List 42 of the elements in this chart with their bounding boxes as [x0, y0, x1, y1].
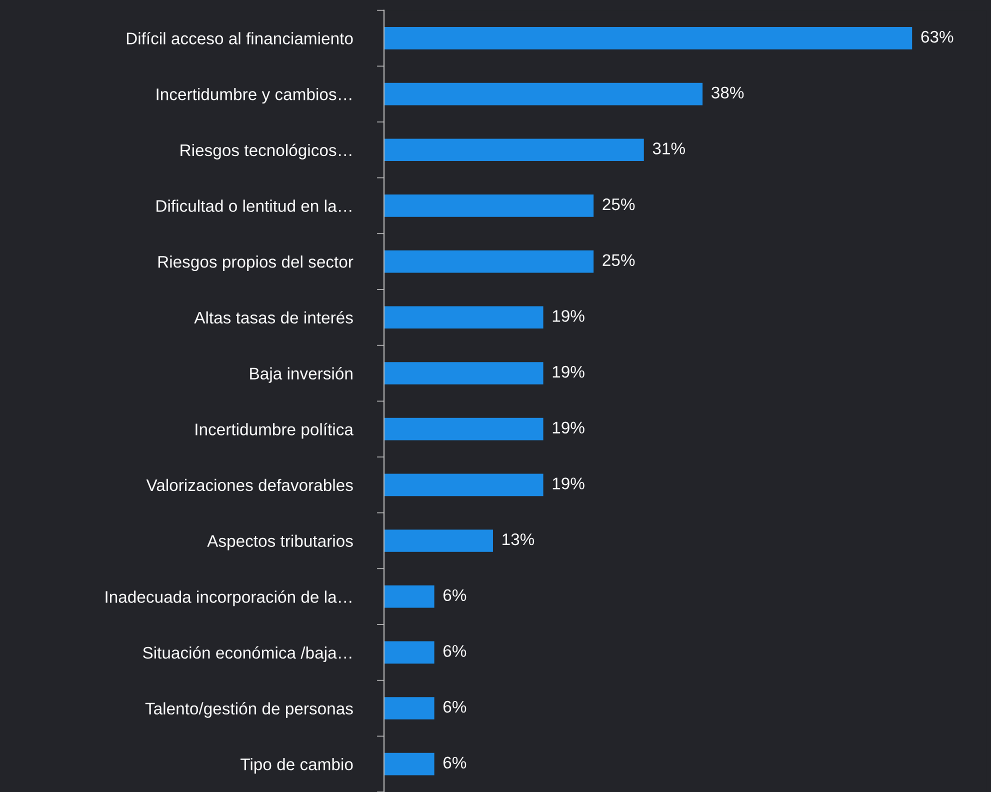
y-tick-label: Talento/gestión de personas [145, 702, 353, 718]
bar [384, 82, 703, 106]
data-label: 6% [443, 645, 466, 657]
data-label: 19% [552, 366, 584, 378]
bar [384, 194, 594, 217]
bar [384, 641, 434, 664]
bar [384, 306, 544, 329]
bar [384, 697, 434, 720]
data-label: 25% [602, 254, 635, 266]
data-label: 19% [552, 310, 584, 322]
y-tick-label: Situación económica /baja… [142, 646, 352, 662]
data-label: 25% [602, 198, 635, 210]
y-tick-label: Dificultad o lentitud en la… [156, 200, 352, 212]
bar [384, 585, 434, 608]
y-tick-label: Incertidumbre política [196, 422, 354, 439]
y-tick-label: Difícil acceso al financiamiento [126, 32, 353, 44]
y-tick-label: Baja inversión [250, 367, 352, 383]
bar [384, 250, 594, 273]
bar [384, 138, 644, 162]
y-tick-label: Inadecuada incorporación de la… [106, 590, 352, 606]
y-tick-label: Riesgos propios del sector [158, 256, 354, 272]
y-tick-label: Aspectos tributarios [207, 534, 353, 550]
bar [384, 530, 493, 552]
y-tick-label: Altas tasas de interés [194, 311, 353, 324]
bar [384, 418, 544, 440]
bar [384, 752, 434, 776]
data-label: 31% [652, 142, 685, 154]
data-label: 13% [502, 533, 534, 546]
y-tick-label: Valorizaciones defavorables [146, 478, 353, 492]
data-label: 38% [712, 86, 744, 99]
data-label: 63% [921, 30, 954, 43]
y-tick-label: Incertidumbre y cambios… [156, 88, 352, 104]
data-label: 19% [552, 422, 584, 434]
data-label: 6% [443, 700, 466, 713]
bar [384, 474, 544, 496]
y-tick-label: Tipo de cambio [240, 758, 353, 774]
data-label: 6% [443, 756, 466, 769]
data-label: 19% [552, 478, 584, 490]
data-label: 6% [443, 589, 466, 602]
y-tick-label: Riesgos tecnológicos… [180, 144, 352, 160]
bar [384, 27, 912, 50]
bar [384, 362, 544, 384]
